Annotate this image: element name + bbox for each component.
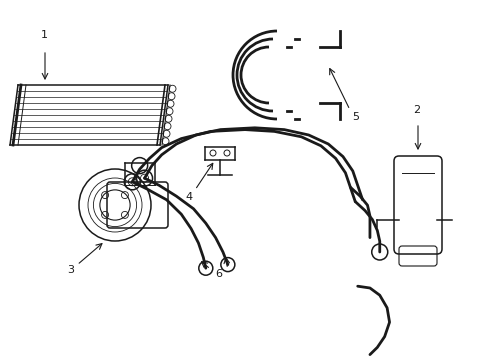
Text: 5: 5 [352,112,359,122]
Text: 1: 1 [41,30,48,40]
Text: 6: 6 [216,269,222,279]
Text: 2: 2 [413,105,420,115]
Text: 4: 4 [185,192,192,202]
Text: 3: 3 [67,265,74,275]
